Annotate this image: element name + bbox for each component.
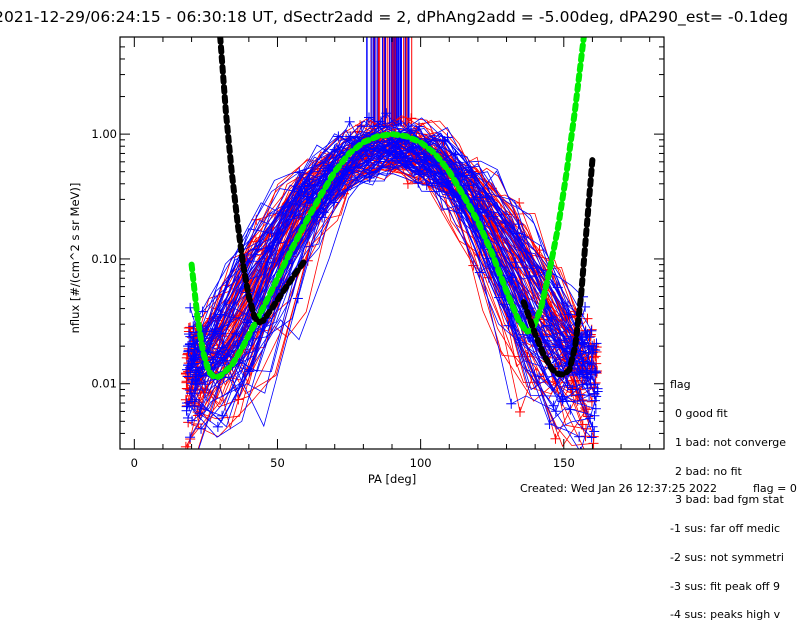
data-trace: [194, 143, 569, 361]
data-trace: [193, 131, 596, 385]
legend-entry: 3 bad: bad fgm stat: [675, 493, 784, 507]
y-axis-label: nflux [#/(cm^2 s sr MeV)]: [68, 183, 82, 334]
legend-entry: 0 good fit: [675, 406, 728, 420]
y-tick-label: 0.10: [91, 252, 117, 266]
chart-title: 2021-12-29/06:24:15 - 06:30:18 UT, dSect…: [0, 8, 789, 26]
data-trace: [189, 128, 589, 373]
data-trace: [195, 166, 594, 397]
chart-plot: 0 50 100 150 0.01 0.10 1.00 PA [deg] nflux [#/…: [68, 36, 665, 486]
legend-entry: 2 bad: no fit: [675, 464, 742, 478]
legend-entry: 1 bad: not converge: [675, 435, 787, 449]
data-trace: [188, 136, 582, 386]
x-tick-label: 150: [553, 456, 575, 470]
flag-status: flag = 0: [753, 482, 797, 495]
data-trace: [202, 134, 592, 332]
x-axis-label: PA [deg]: [368, 472, 416, 486]
legend-title: flag: [670, 378, 691, 392]
data-trace: [196, 160, 583, 372]
vertical-markers: [366, 37, 413, 127]
data-trace: [198, 126, 571, 428]
data-trace: [189, 135, 597, 449]
fit-curves: [188, 37, 596, 381]
fit-curve-fit-black: [217, 37, 310, 326]
data-trace: [191, 135, 595, 432]
fit-curve-fit-green: [188, 37, 587, 381]
y-tick-label: 1.00: [91, 127, 117, 141]
data-trace: [196, 140, 593, 370]
axes: 0 50 100 150 0.01 0.10 1.00: [91, 36, 664, 470]
data-trace: [198, 145, 574, 377]
fit-curve-fit-black: [520, 157, 596, 378]
flag-legend: flag 0 good fit 1 bad: not converge 2 ba…: [670, 361, 786, 630]
x-tick-label: 50: [270, 456, 285, 470]
y-tick-label: 0.01: [91, 377, 117, 391]
x-tick-label: 0: [131, 456, 138, 470]
data-trace: [197, 163, 593, 427]
data-trace: [193, 163, 594, 367]
legend-entry: -4 sus: peaks high v: [670, 608, 781, 622]
created-timestamp: Created: Wed Jan 26 12:37:25 2022: [520, 482, 718, 495]
legend-entry: -1 sus: far off medic: [670, 522, 781, 536]
x-tick-label: 100: [410, 456, 432, 470]
legend-entry: -2 sus: not symmetri: [670, 550, 784, 564]
legend-entry: -3 sus: fit peak off 9: [670, 579, 780, 593]
